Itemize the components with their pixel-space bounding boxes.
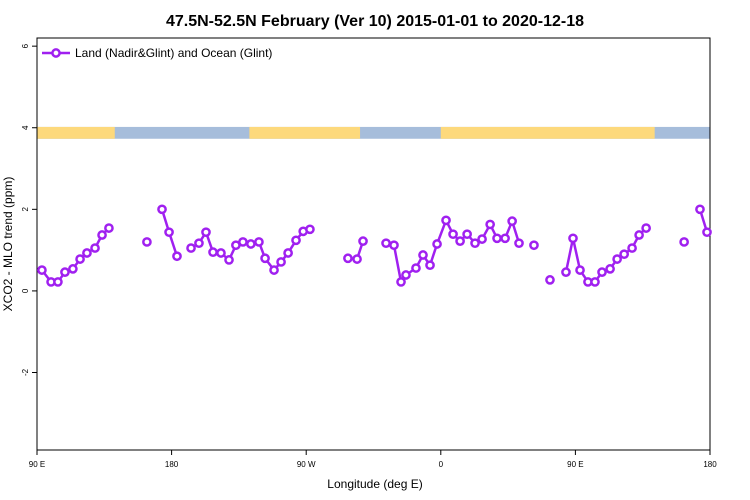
data-point	[507, 216, 517, 227]
data-point	[605, 264, 615, 274]
data-point	[619, 249, 630, 260]
data-point	[575, 265, 585, 275]
data-point	[641, 223, 651, 233]
data-point	[201, 227, 211, 238]
data-point	[634, 230, 644, 240]
data-point	[568, 233, 578, 244]
data-point	[254, 237, 264, 247]
legend-marker	[51, 48, 61, 58]
data-point	[485, 219, 496, 230]
land-band	[37, 126, 115, 139]
data-point	[194, 238, 204, 249]
x-tick-label: 180	[703, 460, 717, 469]
data-point	[695, 204, 705, 215]
data-point	[276, 257, 286, 267]
data-point	[283, 248, 293, 258]
data-point	[432, 239, 442, 249]
data-point	[381, 238, 391, 249]
data-point	[216, 248, 226, 258]
data-point	[411, 263, 421, 273]
x-tick-label: 90 E	[567, 460, 583, 469]
y-tick-label: 0	[21, 288, 30, 293]
data-point	[590, 277, 600, 287]
data-point	[492, 233, 502, 244]
data-point	[37, 265, 47, 275]
data-point	[358, 236, 368, 246]
data-point	[455, 236, 465, 246]
plot-frame	[36, 37, 711, 451]
data-point	[97, 230, 107, 240]
data-point	[53, 277, 63, 287]
data-point	[389, 240, 399, 251]
x-tick-label: 0	[439, 460, 444, 469]
chart-title: 47.5N-52.5N February (Ver 10) 2015-01-01…	[166, 13, 584, 30]
data-point	[157, 204, 167, 215]
data-point	[343, 253, 353, 264]
land-band	[440, 126, 655, 139]
data-point	[425, 260, 435, 271]
ocean-band	[37, 126, 710, 139]
data-point	[396, 277, 406, 287]
data-point	[246, 239, 256, 249]
data-point	[627, 243, 637, 253]
legend-label: Land (Nadir&Glint) and Ocean (Glint)	[75, 46, 272, 60]
data-point	[172, 251, 182, 262]
data-point	[208, 247, 218, 258]
data-point	[104, 223, 114, 233]
data-point	[224, 255, 234, 265]
data-point	[612, 254, 622, 264]
data-point	[462, 229, 472, 240]
data-point	[75, 254, 85, 264]
data-point	[305, 224, 315, 235]
y-tick-label: -2	[21, 368, 30, 376]
data-point	[477, 234, 487, 244]
data-point	[352, 254, 362, 264]
data-point	[90, 243, 100, 253]
data-point	[500, 233, 510, 244]
x-tick-label: 180	[165, 460, 179, 469]
data-point	[60, 267, 70, 277]
data-point	[529, 240, 539, 251]
data-point	[291, 235, 301, 246]
data-point	[186, 243, 196, 253]
data-point	[418, 250, 428, 260]
data-point	[561, 267, 571, 277]
data-point	[470, 238, 480, 249]
data-point	[238, 237, 248, 247]
data-point	[679, 237, 689, 247]
y-tick-label: 6	[21, 43, 30, 48]
data-point	[164, 227, 174, 238]
data-point	[142, 237, 152, 247]
data-point	[448, 229, 458, 240]
data-point	[441, 215, 451, 226]
land-band	[249, 126, 361, 139]
data-point	[597, 267, 607, 277]
y-tick-label: 4	[21, 125, 30, 130]
x-axis-label: Longitude (deg E)	[327, 477, 422, 491]
data-point	[260, 253, 270, 264]
data-point	[514, 238, 524, 249]
data-point	[269, 265, 279, 275]
data-point	[702, 227, 712, 238]
x-tick-label: 90 W	[297, 460, 316, 469]
y-tick-label: 2	[21, 207, 30, 212]
data-point	[401, 270, 411, 280]
data-point	[68, 264, 78, 274]
x-tick-label: 90 E	[29, 460, 45, 469]
data-point	[545, 275, 555, 285]
y-axis-label: XCO2 - MLO trend (ppm)	[1, 177, 15, 312]
data-point	[82, 248, 92, 258]
